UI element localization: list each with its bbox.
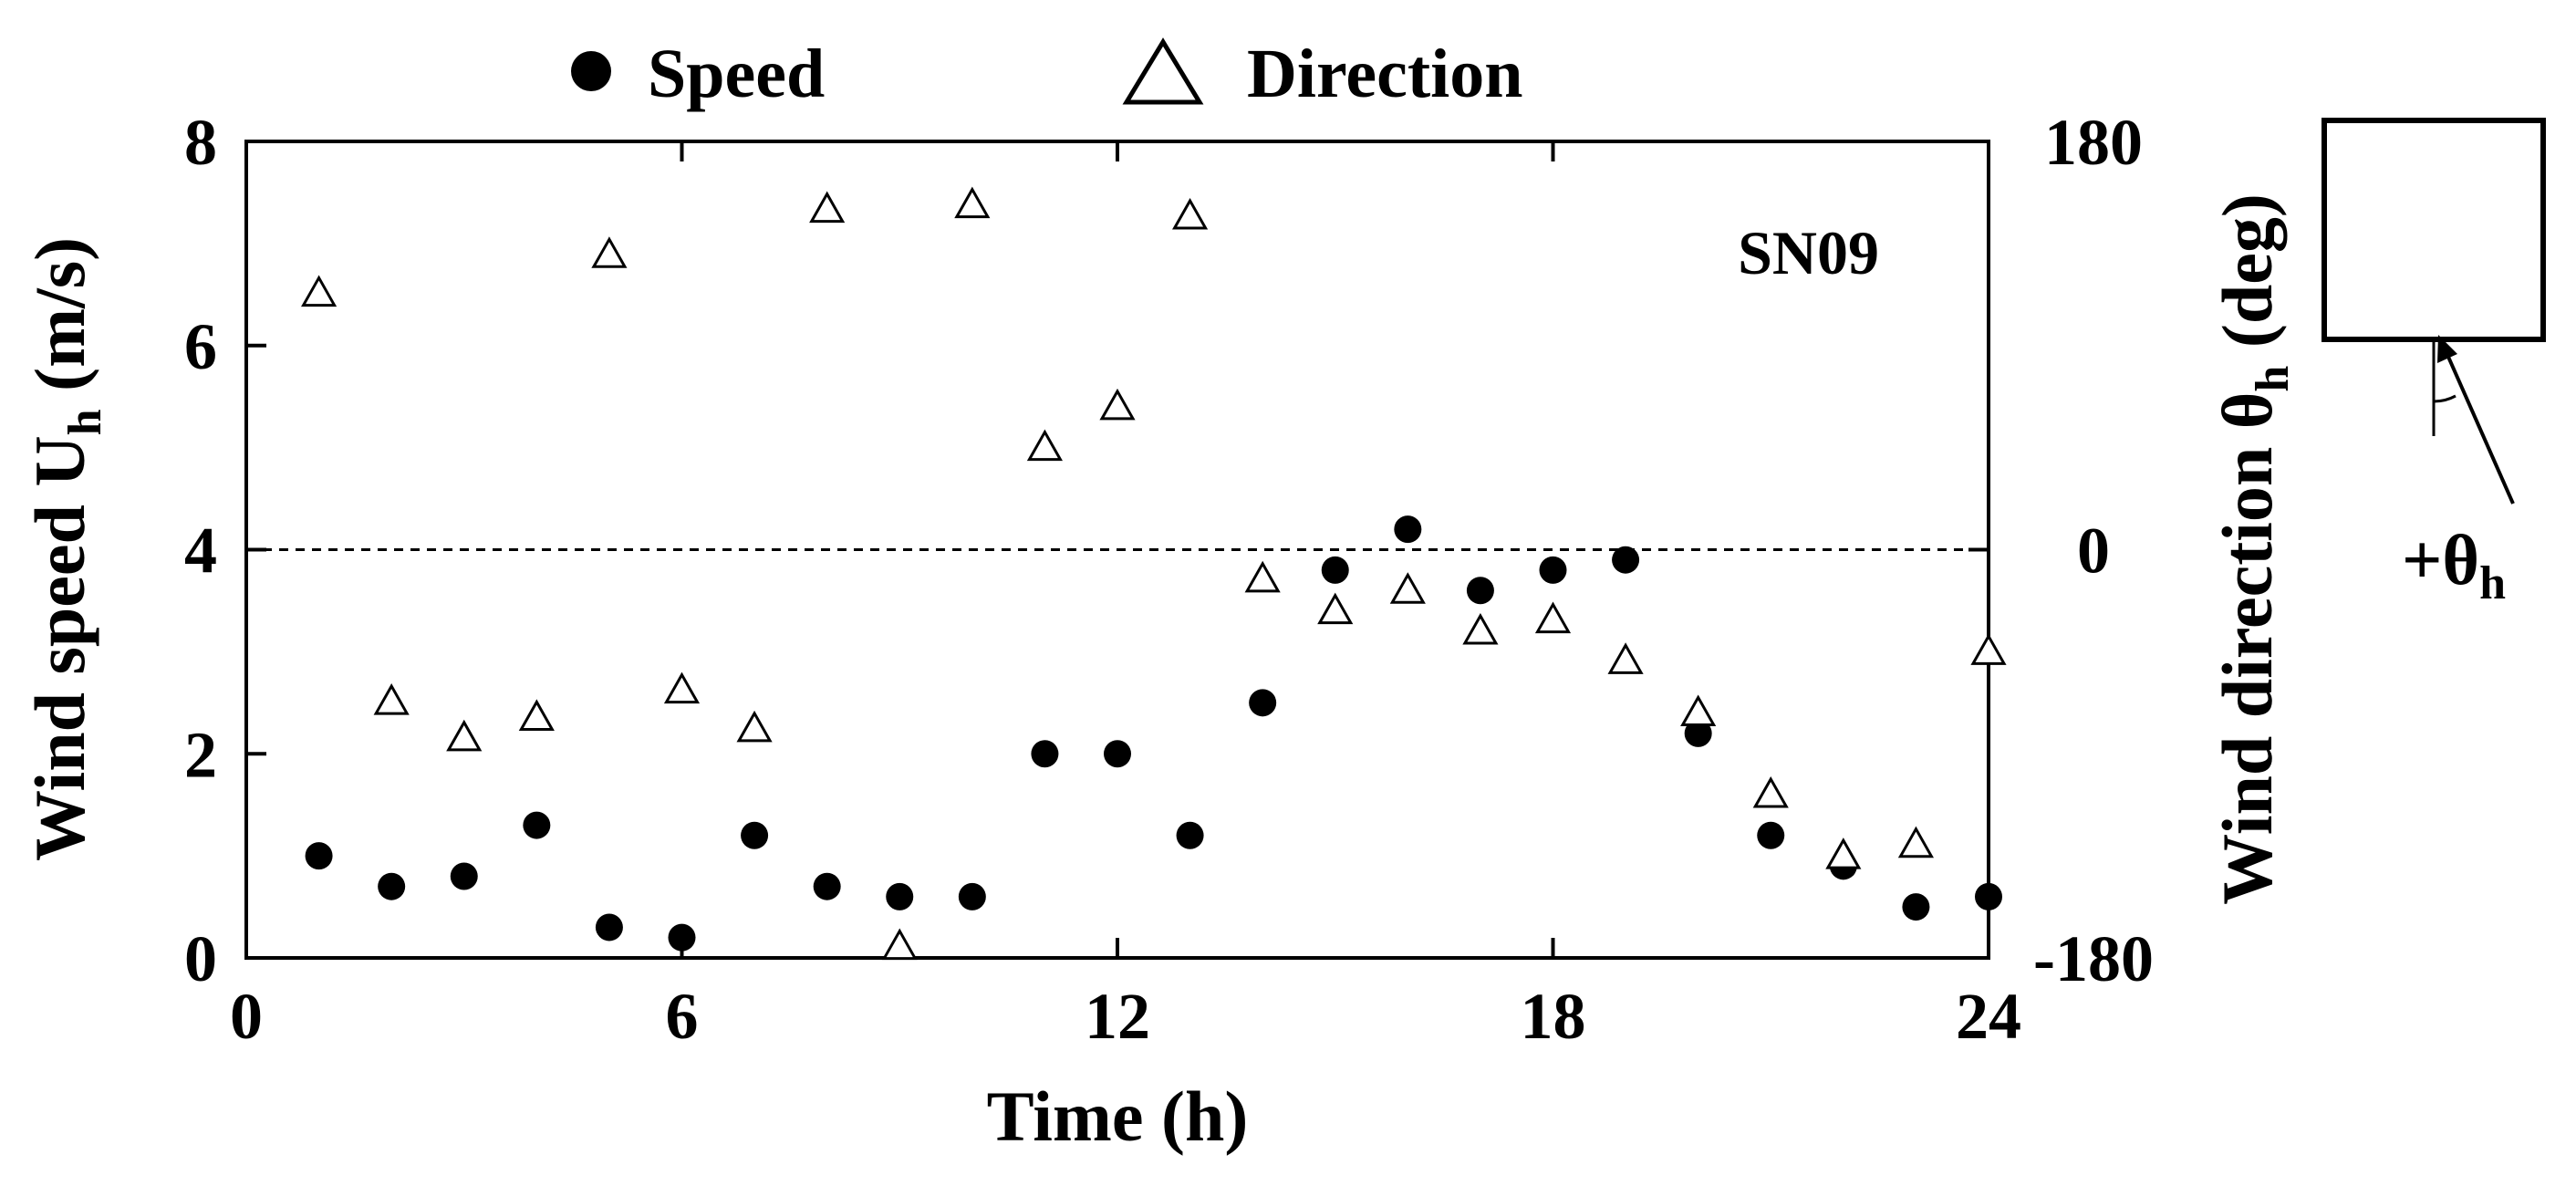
inset-diagram: +θh: [2322, 118, 2546, 609]
legend-direction-marker: [1122, 37, 1204, 105]
direction-point: [1752, 775, 1789, 808]
x-tick-label: 18: [1521, 980, 1586, 1053]
direction-point: [954, 186, 991, 219]
speed-point: [1757, 821, 1785, 849]
speed-point: [523, 811, 551, 839]
left-axis-title-sub: h: [59, 409, 111, 435]
left-axis-title: Wind speed Uh (m/s): [20, 237, 111, 861]
speed-point: [1031, 740, 1059, 768]
left-tick-label: 8: [184, 106, 217, 179]
speed-point: [1975, 882, 2002, 910]
inset-angle-label: +θh: [2402, 520, 2506, 609]
left-tick-label: 4: [184, 515, 217, 588]
right-axis-title-sub: h: [2247, 366, 2299, 392]
angle-arc-icon: [2433, 394, 2457, 403]
wind-arrow-shaft: [2443, 348, 2515, 505]
site-label: SN09: [1738, 218, 1879, 287]
right-tick-label: 180: [2044, 106, 2143, 179]
direction-point: [1099, 388, 1136, 421]
direction-point: [1172, 197, 1209, 230]
legend-direction-label: Direction: [1247, 36, 1523, 112]
direction-point: [1534, 601, 1572, 634]
speed-point: [1394, 515, 1422, 544]
right-tick-label: -180: [2033, 922, 2154, 995]
x-axis-ticks: 0 6 12 18 24: [230, 141, 2021, 1053]
direction-point: [301, 275, 338, 307]
left-axis-title-main: Wind speed U: [20, 435, 99, 861]
direction-point: [1244, 560, 1281, 593]
speed-series: [305, 515, 2002, 952]
speed-point: [668, 923, 696, 952]
left-axis-ticks: 0 2 4 6 8: [184, 106, 266, 995]
left-axis-title-unit: (m/s): [20, 237, 99, 409]
speed-point: [1104, 740, 1131, 768]
speed-point: [378, 872, 406, 900]
direction-point: [736, 710, 773, 743]
direction-point: [446, 719, 483, 752]
direction-point: [663, 671, 701, 704]
x-tick-label: 12: [1085, 980, 1150, 1053]
left-tick-label: 6: [184, 310, 217, 383]
x-tick-label: 6: [666, 980, 699, 1053]
direction-point: [1680, 694, 1717, 726]
speed-point: [450, 862, 478, 890]
speed-point: [1321, 556, 1349, 584]
direction-point: [1825, 837, 1862, 869]
legend-speed-marker: [571, 51, 611, 91]
speed-point: [813, 872, 841, 900]
speed-point: [1902, 893, 1930, 921]
speed-point: [1249, 689, 1277, 717]
speed-point: [1612, 546, 1640, 574]
speed-point: [958, 882, 986, 910]
legend-speed-label: Speed: [648, 36, 825, 112]
speed-point: [1176, 821, 1204, 849]
inset-angle-label-main: +θ: [2402, 520, 2479, 599]
right-axis-title-main: Wind direction θ: [2207, 392, 2287, 905]
right-axis-title: Wind direction θh (deg): [2207, 193, 2299, 905]
direction-point: [1026, 429, 1063, 462]
direction-point: [1897, 826, 1934, 858]
direction-point: [881, 928, 918, 961]
right-tick-label: 0: [2077, 515, 2110, 588]
direction-point: [809, 191, 846, 224]
direction-point: [1970, 633, 2007, 665]
legend: Speed Direction: [571, 36, 1523, 112]
speed-point: [305, 842, 333, 870]
direction-point: [1462, 612, 1499, 645]
wind-arrow-head-icon: [2437, 335, 2457, 363]
x-tick-label: 0: [230, 980, 263, 1053]
direction-point: [1389, 572, 1426, 604]
left-tick-label: 0: [184, 922, 217, 995]
speed-point: [1684, 719, 1712, 747]
right-axis-ticks: -180 0 180: [1968, 106, 2154, 995]
direction-point: [373, 683, 410, 715]
speed-point: [595, 913, 623, 942]
x-tick-label: 24: [1956, 980, 2021, 1053]
direction-series: [301, 186, 2007, 961]
left-tick-label: 2: [184, 718, 217, 791]
building-square-icon: [2322, 118, 2546, 342]
inset-angle-label-sub: h: [2479, 557, 2506, 609]
x-axis-title: Time (h): [987, 1077, 1249, 1156]
speed-point: [886, 882, 914, 910]
direction-point: [518, 699, 555, 731]
speed-point: [1539, 556, 1567, 584]
direction-point: [591, 236, 628, 268]
speed-point: [741, 821, 769, 849]
direction-point: [1607, 642, 1644, 674]
direction-point: [1317, 592, 1354, 625]
right-axis-title-unit: (deg): [2207, 193, 2287, 365]
speed-point: [1466, 577, 1494, 605]
